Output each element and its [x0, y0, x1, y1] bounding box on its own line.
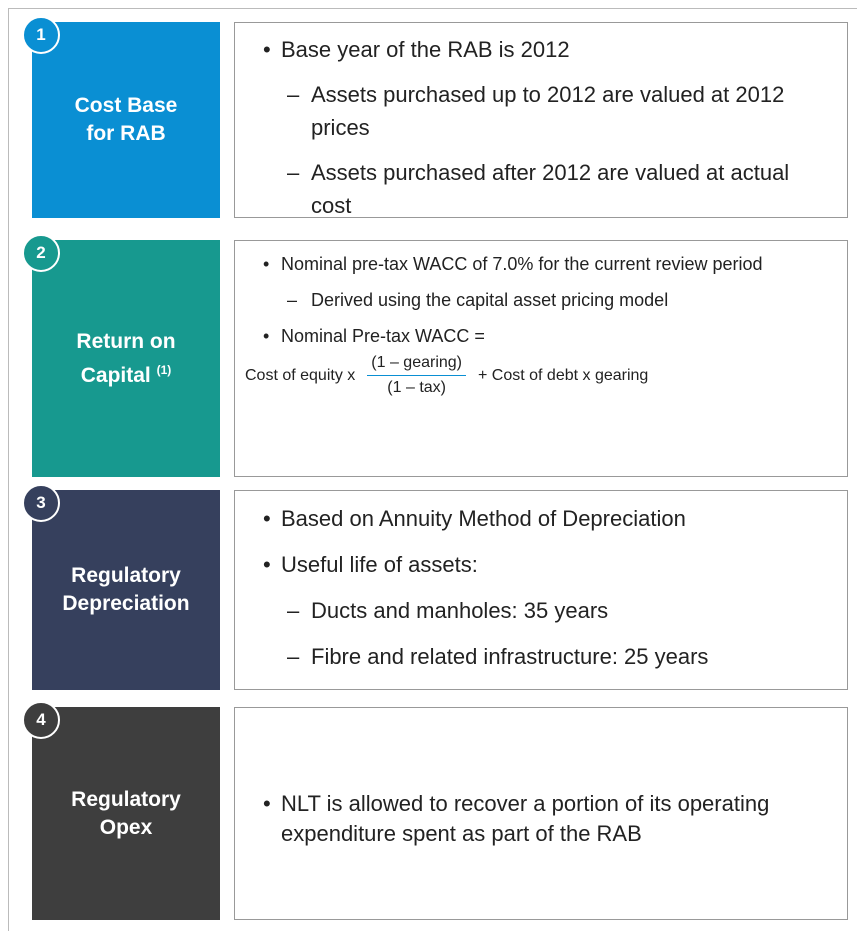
- sub-bullet: Ducts and manholes: 35 years: [263, 593, 831, 629]
- row-label-box: Return on Capital (1): [32, 240, 220, 477]
- row-title-line: Return on: [76, 328, 175, 356]
- footnote-ref: (1): [156, 362, 172, 377]
- row-content-box: Based on Annuity Method of Depreciation U…: [234, 490, 848, 690]
- bullet: Nominal Pre-tax WACC =: [263, 323, 831, 349]
- bullet: Useful life of assets:: [263, 547, 831, 583]
- row-label-box: Cost Base for RAB: [32, 22, 220, 218]
- sub-bullet: Assets purchased up to 2012 are valued a…: [263, 78, 831, 144]
- row-title: Return on: [76, 329, 176, 353]
- bullet: Based on Annuity Method of Depreciation: [263, 501, 831, 537]
- row-title-line: for RAB: [86, 120, 165, 148]
- bullet: Nominal pre-tax WACC of 7.0% for the cur…: [263, 251, 831, 277]
- fraction: (1 – gearing) (1 – tax): [367, 353, 466, 398]
- sub-bullet: Fibre and related infrastructure: 25 yea…: [263, 639, 831, 675]
- row-title: Depreciation: [62, 592, 190, 615]
- row-number-badge: 1: [22, 16, 60, 54]
- bullet: NLT is allowed to recover a portion of i…: [263, 789, 831, 849]
- row-content-box: Nominal pre-tax WACC of 7.0% for the cur…: [234, 240, 848, 477]
- row-title-line: Opex: [100, 814, 153, 842]
- formula: Cost of equity x (1 – gearing) (1 – tax) + …: [245, 353, 831, 398]
- sub-bullet: Assets purchased after 2012 are valued a…: [263, 156, 831, 222]
- row-content-box: Base year of the RAB is 2012 Assets purch…: [234, 22, 848, 218]
- sub-bullet: Derived using the capital asset pricing …: [263, 287, 831, 313]
- row-number-badge: 3: [22, 484, 60, 522]
- bullet: Base year of the RAB is 2012: [263, 33, 831, 66]
- row-title-line: Regulatory: [71, 786, 181, 814]
- frame: [8, 8, 857, 931]
- denominator: (1 – tax): [387, 379, 446, 396]
- row-label-box: Regulatory Depreciation: [32, 490, 220, 690]
- row-title: for RAB: [86, 122, 166, 145]
- formula-left: Cost of equity x: [245, 366, 356, 384]
- row-title: Cost Base: [74, 94, 178, 117]
- numerator: (1 – gearing): [367, 353, 466, 376]
- row-title: Regulatory: [71, 564, 181, 587]
- row-title: Capital: [80, 363, 151, 387]
- row-content-box: NLT is allowed to recover a portion of i…: [234, 707, 848, 920]
- row-number-badge: 4: [22, 701, 60, 739]
- row-number-badge: 2: [22, 234, 60, 272]
- row-title-line: Depreciation: [62, 590, 189, 618]
- formula-right: + Cost of debt x gearing: [478, 366, 649, 384]
- row-title: Regulatory: [71, 787, 181, 811]
- row-label-box: Regulatory Opex: [32, 707, 220, 920]
- row-title-line: Cost Base: [75, 92, 178, 120]
- row-title-line: Capital (1): [81, 356, 172, 390]
- row-title: Opex: [99, 815, 153, 839]
- row-title-line: Regulatory: [71, 562, 181, 590]
